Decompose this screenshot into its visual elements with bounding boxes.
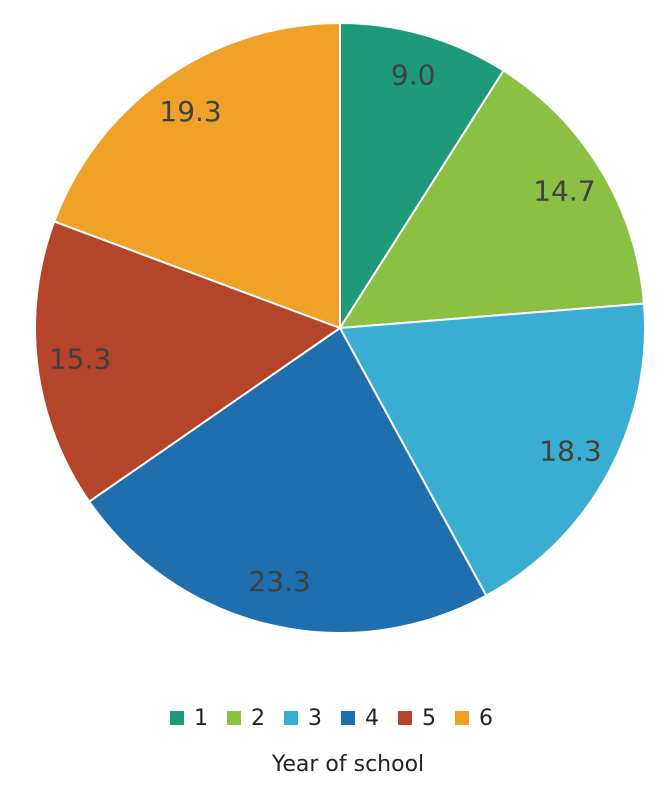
pie-slice [34,220,343,503]
data-label: 15.3 [49,342,111,375]
data-label: 14.7 [533,175,595,208]
legend-swatch [284,711,298,725]
legend-label: 1 [194,706,208,731]
data-label: 23.3 [248,565,310,598]
legend-label: 2 [251,706,265,731]
data-label: 19.3 [159,95,221,128]
data-label: 18.3 [539,435,601,468]
legend-title: Year of school [271,752,424,777]
pie-slice [338,302,646,598]
legend-swatch [170,711,184,725]
pie-slice [339,21,505,332]
legend-label: 6 [479,706,493,731]
legend-label: 3 [308,706,322,731]
legend-label: 5 [422,706,436,731]
pie-slice [87,326,488,634]
pie-slice [338,69,646,330]
legend-swatch [227,711,241,725]
legend-swatch [341,711,355,725]
legend-swatch [455,711,469,725]
data-label: 9.0 [391,58,436,91]
pie-slice [52,21,341,330]
legend-label: 4 [365,706,379,731]
legend-swatch [398,711,412,725]
